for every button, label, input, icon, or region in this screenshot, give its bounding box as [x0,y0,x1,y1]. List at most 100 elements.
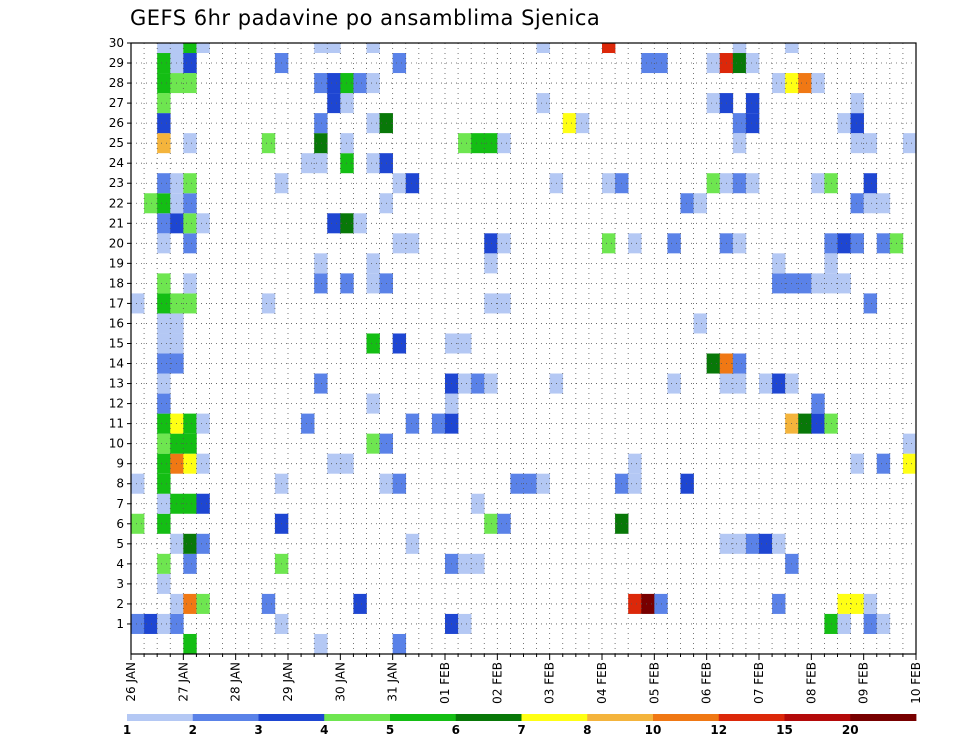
precip-cell [131,293,145,314]
precip-cell [850,453,864,474]
cells-layer [131,43,917,654]
precip-cell [157,393,171,414]
x-tick-label: 28 JAN [229,662,243,702]
colorbar-swatch [192,714,259,721]
precip-cell [745,53,760,74]
colorbar-swatch [258,714,325,721]
precip-cell [837,233,851,254]
precip-cell [170,43,184,54]
precip-cell [458,133,472,154]
precip-cell [314,43,328,54]
precip-cell [732,113,747,134]
colorbar-swatch [127,714,194,721]
precip-cell [366,153,380,174]
precip-cell [602,43,616,54]
colorbar-label: 3 [254,723,262,737]
precip-cell [628,453,642,474]
precip-cell [863,173,878,194]
precip-cell [301,153,315,174]
precip-cell [340,273,354,294]
precip-cell [837,593,851,614]
precip-cell [196,413,210,434]
precip-cell [157,133,171,154]
precip-cell [732,173,747,194]
precip-cell [157,473,171,494]
precip-cell [536,43,550,54]
precip-cell [484,373,498,394]
precip-cell [759,373,773,394]
y-tick-label: 20 [109,236,124,250]
precip-cell [431,413,446,434]
precip-cell [314,373,328,394]
precip-cell [706,93,721,114]
precip-cell [850,593,864,614]
y-axis-ticks: 1234567891011121314151617181920212223242… [109,36,131,631]
precip-cell [772,253,786,274]
y-tick-label: 26 [109,116,124,130]
precip-cell [850,233,864,254]
x-tick-label: 01 FEB [438,662,452,704]
y-tick-label: 30 [109,36,124,50]
x-tick-label: 10 FEB [909,662,923,704]
precip-cell [523,473,537,494]
y-tick-label: 23 [109,176,124,190]
precip-cell [484,233,498,254]
precip-cell [366,73,380,94]
precip-cell [157,553,171,574]
precip-cell [314,633,328,654]
colorbar-label: 2 [189,723,197,737]
colorbar-swatch [587,714,654,721]
precip-cell [183,233,197,254]
precip-cell [693,193,707,214]
y-tick-label: 13 [109,377,124,391]
precip-cell [183,633,197,654]
x-tick-label: 09 FEB [857,662,871,704]
precip-cell [144,613,158,634]
precip-cell [183,273,197,294]
precip-cell [759,533,773,554]
precip-cell [837,273,851,294]
precip-cell [314,133,328,154]
precip-cell [471,493,485,514]
colorbar: 1 2 3 4 5 6 7 8 10 12 15 20 [123,714,917,737]
x-tick-label: 03 FEB [543,662,557,704]
precip-cell [536,93,550,114]
precip-cell [131,613,145,634]
precip-cell [641,593,655,614]
y-tick-label: 24 [109,156,124,170]
precip-cell [497,513,511,534]
precip-cell [327,453,341,474]
precip-cell [392,173,407,194]
precip-cell [510,473,524,494]
precip-cell [301,413,315,434]
precip-cell [392,473,407,494]
precip-cell [183,43,197,54]
colorbar-label: 5 [386,723,394,737]
precip-cell [340,453,354,474]
precip-cell [261,293,276,314]
precip-cell [392,53,407,74]
precip-cell [876,193,891,214]
precip-cell [340,73,354,94]
x-tick-label: 27 JAN [176,662,190,702]
precip-cell [327,93,341,114]
y-tick-label: 5 [116,537,124,551]
precip-cell [183,493,197,514]
precip-cell [157,453,171,474]
precip-cell [902,133,917,154]
colorbar-label: 10 [645,723,662,737]
precip-cell [157,53,171,74]
precip-cell [157,213,171,234]
precip-cell [732,353,747,374]
precip-cell [366,333,380,354]
precip-cell [157,373,171,394]
precip-cell [706,53,721,74]
precip-cell [876,453,891,474]
y-tick-label: 1 [116,617,124,631]
colorbar-swatch [390,714,457,721]
precip-cell [602,233,616,254]
x-tick-label: 29 JAN [281,662,295,702]
precip-cell [471,553,485,574]
precip-cell [327,213,341,234]
precip-cell [183,453,197,474]
